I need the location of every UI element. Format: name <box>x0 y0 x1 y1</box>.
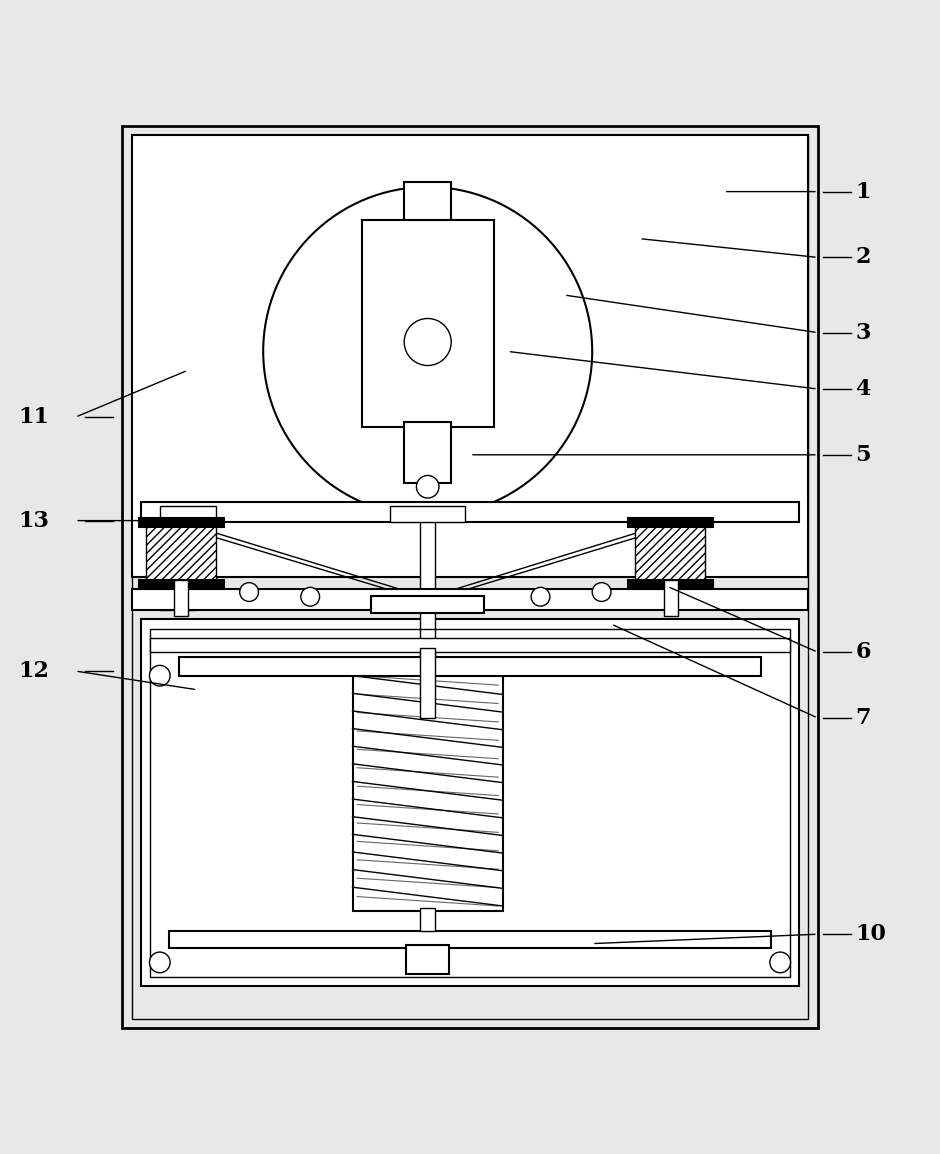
Bar <box>362 219 494 427</box>
Bar <box>132 135 808 577</box>
Text: 2: 2 <box>855 247 870 269</box>
Bar <box>628 518 713 527</box>
Text: 5: 5 <box>855 444 870 466</box>
Bar <box>132 590 808 610</box>
Text: 10: 10 <box>855 923 886 945</box>
Bar <box>132 135 808 1019</box>
Circle shape <box>149 952 170 973</box>
Bar <box>150 629 790 976</box>
Circle shape <box>404 319 451 366</box>
Bar <box>420 908 435 931</box>
Circle shape <box>301 587 320 606</box>
Text: 12: 12 <box>19 660 50 682</box>
Bar <box>160 516 171 610</box>
Circle shape <box>416 475 439 499</box>
Circle shape <box>240 583 259 601</box>
Bar <box>179 657 761 676</box>
Circle shape <box>592 583 611 601</box>
Bar <box>390 505 465 523</box>
Bar <box>141 502 799 523</box>
Bar <box>404 422 451 484</box>
Bar <box>139 518 224 527</box>
Text: 13: 13 <box>19 510 50 532</box>
Bar <box>420 647 435 718</box>
Text: 1: 1 <box>855 180 870 203</box>
Bar <box>150 638 790 652</box>
Text: 6: 6 <box>855 642 870 664</box>
Bar <box>634 525 705 586</box>
Bar <box>141 620 799 986</box>
Text: 11: 11 <box>19 406 50 428</box>
Text: 3: 3 <box>855 322 870 344</box>
Bar <box>352 670 503 911</box>
Bar <box>174 579 188 615</box>
Bar <box>122 126 818 1028</box>
Bar <box>664 579 678 615</box>
Circle shape <box>531 587 550 606</box>
Bar <box>628 579 713 590</box>
Text: 7: 7 <box>855 707 870 729</box>
Circle shape <box>263 187 592 516</box>
Circle shape <box>149 666 170 685</box>
Bar <box>420 502 435 676</box>
Bar <box>406 945 449 974</box>
Bar <box>160 505 216 523</box>
Bar <box>404 182 451 219</box>
Circle shape <box>770 952 791 973</box>
Text: 4: 4 <box>855 379 870 400</box>
Bar <box>169 931 771 949</box>
Bar <box>139 579 224 590</box>
Bar <box>146 525 216 586</box>
Bar <box>371 595 484 613</box>
Bar <box>183 516 195 610</box>
